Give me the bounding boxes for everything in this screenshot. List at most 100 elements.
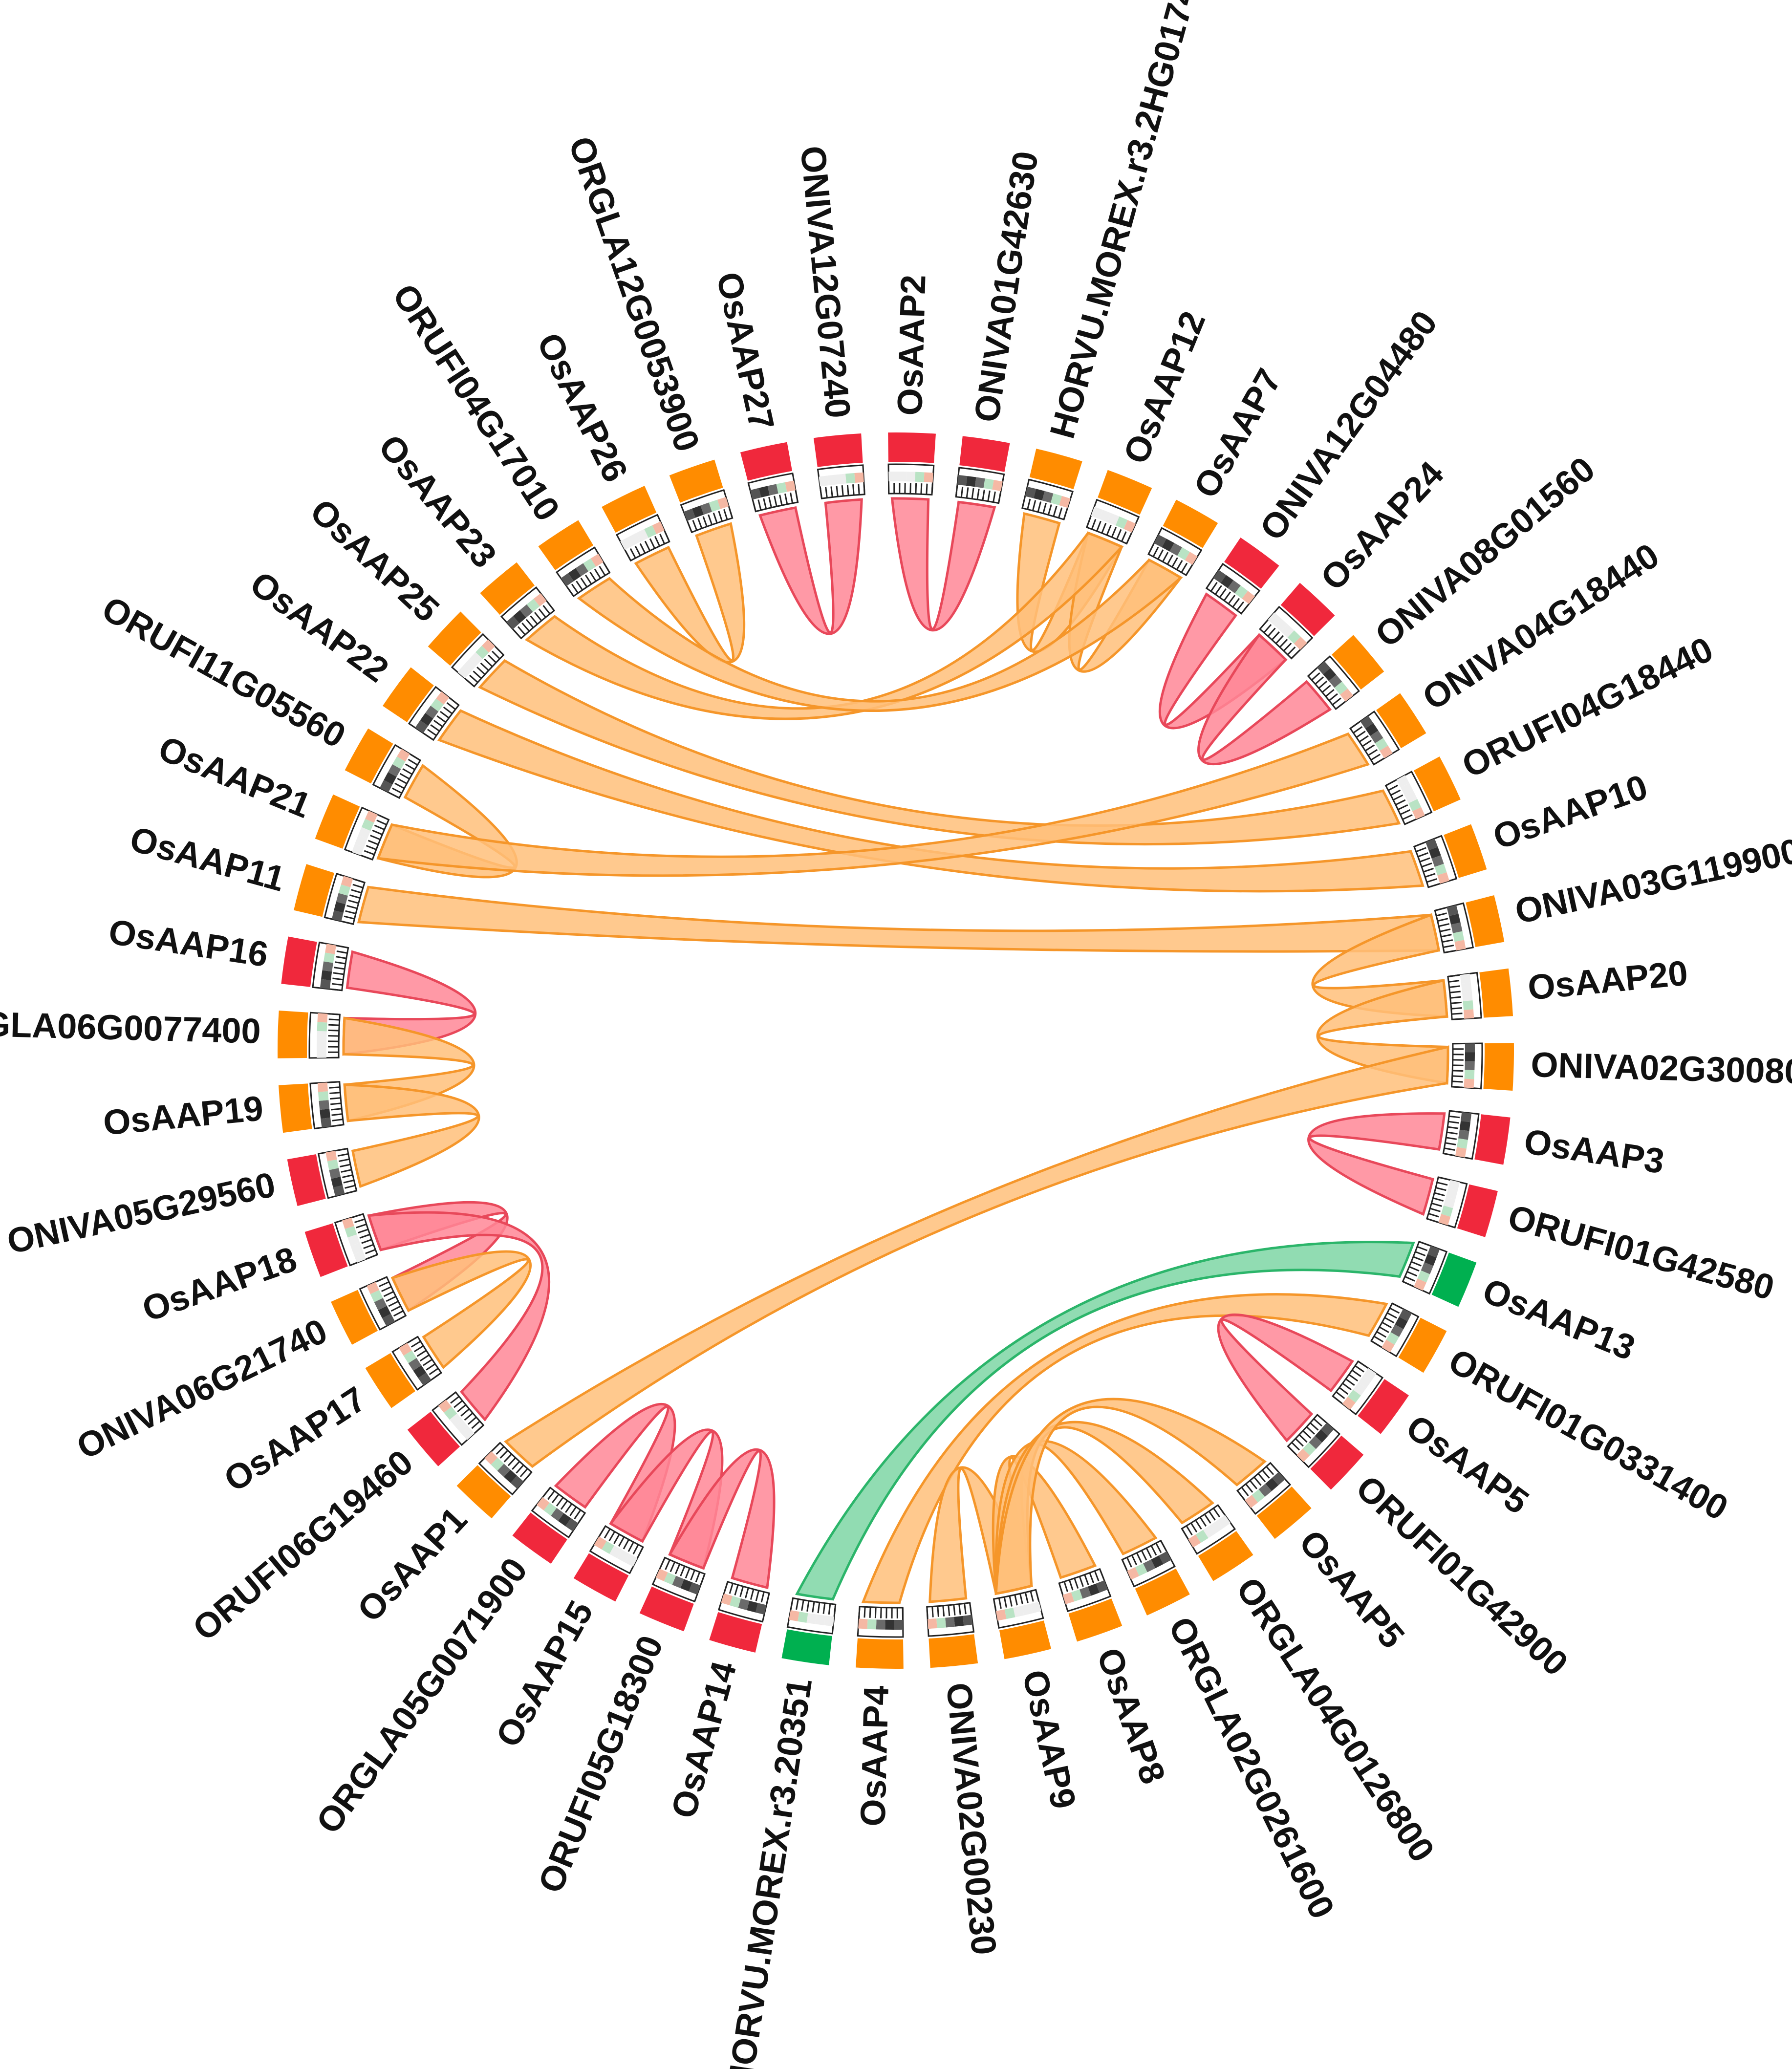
gene-track-cell-g13-3 — [1464, 1070, 1475, 1079]
gene-track-cell-g17-4 — [1382, 1339, 1395, 1353]
gene-tick-g22-7 — [1126, 1557, 1132, 1568]
gene-tick-g43-7 — [408, 758, 418, 766]
gene-tick-g3-3 — [1101, 522, 1107, 534]
gene-tick-g12-2 — [1449, 985, 1460, 988]
gene-tick-g40-3 — [333, 972, 344, 975]
gene-track-cell-g45-2 — [469, 652, 483, 666]
gene-tick-g14-3 — [1447, 1126, 1459, 1129]
gene-track-cell-g18-3 — [1347, 1389, 1361, 1403]
gene-label-g13: ONIVA02G30080 — [1531, 1045, 1792, 1092]
gene-bar-g47 — [538, 520, 594, 570]
gene-track-cell-g18-2 — [1353, 1382, 1366, 1396]
gene-label-g25: ONIVA02G00230 — [939, 1681, 1003, 1957]
gene-tick-g1-1 — [960, 486, 964, 498]
gene-track-cell-g42-4 — [365, 810, 378, 823]
link-ribbon-21 — [504, 1045, 1449, 1468]
gene-tick-g41-8 — [354, 878, 365, 884]
gene-track-cell-g15-0 — [1448, 1180, 1460, 1191]
gene-tick-g19-5 — [1298, 1434, 1308, 1443]
gene-segment-g10 — [1413, 824, 1487, 888]
gene-track-cell-g45-0 — [457, 665, 471, 679]
gene-tick-g50-4 — [774, 496, 777, 507]
gene-tick-g35-1 — [393, 1310, 404, 1317]
gene-track-cell-g1-4 — [992, 480, 1003, 492]
gene-segment-g21 — [1181, 1504, 1253, 1581]
gene-tick-g27-8 — [790, 1598, 794, 1609]
gene-track-cell-g31-2 — [551, 1508, 564, 1521]
gene-bar-g9 — [1413, 756, 1461, 812]
gene-tick-g10-0 — [1414, 842, 1425, 847]
gene-track-cell-g49-1 — [692, 505, 704, 518]
gene-tick-g44-7 — [446, 702, 456, 710]
gene-tick-g25-1 — [964, 1603, 967, 1615]
gene-track-cell-g31-3 — [543, 1502, 557, 1516]
gene-tick-g41-6 — [351, 889, 362, 894]
gene-track-cell-g16-4 — [1414, 1278, 1426, 1291]
gene-tick-g39-7 — [328, 1018, 340, 1021]
gene-bar-g1 — [959, 436, 1010, 472]
gene-tick-g36-5 — [357, 1228, 368, 1234]
gene-tick-g9-5 — [1398, 804, 1408, 811]
gene-track-cell-g45-1 — [463, 658, 477, 672]
gene-track-cell-g48-4 — [652, 521, 665, 534]
gene-segment-g37 — [287, 1147, 358, 1207]
gene-bar-g51 — [813, 433, 863, 467]
gene-tick-g36-8 — [352, 1213, 364, 1218]
gene-track-cell-g8-3 — [1375, 738, 1388, 751]
gene-label-g2: HORVU.MOREX.r3.2HG0174620 — [1043, 0, 1220, 443]
gene-tick-g39-5 — [328, 1029, 339, 1032]
gene-bar-g10 — [1444, 824, 1487, 878]
gene-tick-g36-3 — [361, 1239, 372, 1244]
gene-tick-g30-5 — [613, 1534, 620, 1544]
gene-tick-g35-7 — [379, 1281, 389, 1287]
gene-label-g15: ORUFI01G42580 — [1504, 1198, 1778, 1308]
gene-track-cell-g32-2 — [497, 1464, 511, 1477]
gene-tick-g37-4 — [341, 1169, 352, 1173]
gene-label-g20: OsAAP5 — [1291, 1523, 1412, 1656]
gene-tick-g7-6 — [1328, 693, 1338, 701]
gene-tick-g28-8 — [723, 1581, 729, 1593]
gene-tick-g30-8 — [599, 1526, 606, 1536]
gene-tick-g10-6 — [1425, 873, 1436, 878]
gene-tick-g47-5 — [589, 571, 597, 582]
gene-tick-g9-3 — [1393, 794, 1403, 801]
gene-track-cell-g43-2 — [388, 764, 401, 777]
gene-tick-g51-2 — [830, 486, 833, 497]
gene-track-cell-g11-2 — [1451, 922, 1463, 933]
gene-track-cell-g7-4 — [1340, 688, 1354, 702]
gene-track-cell-g19-1 — [1315, 1429, 1328, 1443]
gene-tick-g26-5 — [874, 1607, 877, 1618]
gene-tick-g43-1 — [391, 787, 402, 794]
gene-tick-g22-5 — [1136, 1552, 1143, 1563]
gene-segment-g24 — [993, 1589, 1052, 1660]
gene-track-cell-g10-3 — [1434, 863, 1447, 876]
gene-track-cell-g8-0 — [1360, 715, 1374, 729]
link-ribbon-17 — [1307, 1112, 1446, 1216]
gene-tick-g38-1 — [332, 1119, 343, 1121]
gene-tick-g3-8 — [1126, 533, 1132, 544]
gene-tick-g20-7 — [1241, 1487, 1249, 1496]
gene-track-cell-g33-2 — [449, 1413, 463, 1427]
gene-track-cell-g4-4 — [1185, 552, 1198, 565]
gene-tick-g27-0 — [833, 1604, 837, 1616]
gene-tick-g40-6 — [335, 956, 346, 959]
gene-track-cell-g29-1 — [680, 1579, 692, 1592]
gene-label-g37: ONIVA05G29560 — [3, 1165, 279, 1262]
gene-tick-g10-1 — [1416, 847, 1426, 853]
gene-track-cell-g17-2 — [1390, 1324, 1403, 1337]
gene-tick-g22-2 — [1150, 1545, 1157, 1556]
gene-tick-g25-5 — [942, 1605, 945, 1616]
gene-tick-g45-5 — [484, 658, 493, 668]
gene-track-cell-g38-4 — [317, 1082, 328, 1092]
gene-tick-g25-2 — [958, 1604, 961, 1615]
gene-tick-g24-2 — [1024, 1592, 1029, 1603]
gene-tick-g7-4 — [1321, 685, 1331, 693]
gene-track-cell-g1-1 — [966, 476, 976, 487]
gene-tick-g24-6 — [1003, 1596, 1007, 1608]
gene-segment-g40 — [281, 936, 349, 991]
gene-tick-g31-4 — [560, 1500, 568, 1510]
gene-tick-g12-5 — [1450, 1001, 1462, 1004]
gene-tick-g11-4 — [1440, 928, 1451, 932]
gene-track-cell-g29-3 — [664, 1572, 676, 1585]
gene-tick-g13-7 — [1452, 1080, 1463, 1083]
